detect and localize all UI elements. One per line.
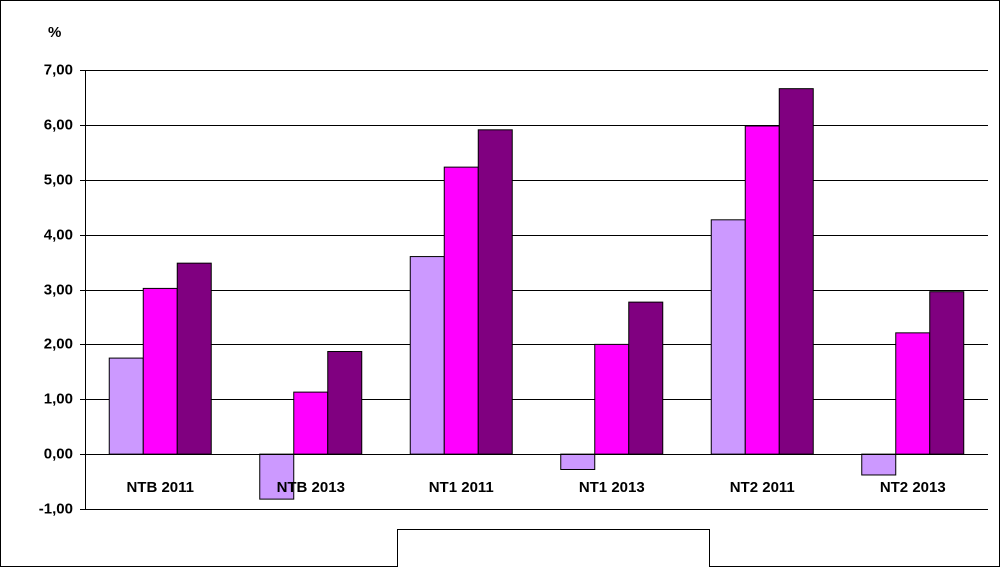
x-tick-label: NTB 2013: [277, 479, 345, 496]
bar: [895, 332, 931, 455]
bar: [628, 301, 664, 455]
x-tick-label: NT2 2013: [880, 479, 946, 496]
bar: [142, 287, 178, 455]
y-tick-label: 0,00: [44, 445, 73, 462]
bar: [108, 357, 144, 455]
bar: [861, 453, 897, 476]
legend-box: [397, 529, 710, 567]
bar: [293, 391, 329, 455]
x-tick-label: NT1 2011: [429, 479, 494, 496]
bar: [259, 453, 295, 500]
bar: [560, 453, 596, 470]
bar: [929, 291, 965, 455]
y-tick-label: 4,00: [44, 226, 73, 243]
bar: [778, 88, 814, 455]
bar: [477, 129, 513, 455]
y-tick-label: 1,00: [44, 390, 73, 407]
bar: [710, 219, 746, 455]
y-tick-label: 3,00: [44, 281, 73, 298]
x-tick-label: NT1 2013: [579, 479, 645, 496]
bar: [409, 256, 445, 455]
y-tick-label: 7,00: [44, 61, 73, 78]
bar: [327, 351, 363, 455]
y-axis-label: %: [48, 24, 61, 41]
y-tick-label: 2,00: [44, 335, 73, 352]
y-tick-label: 6,00: [44, 116, 73, 133]
x-tick-label: NTB 2011: [126, 479, 194, 496]
x-tick-label: NT2 2011: [730, 479, 795, 496]
bar: [176, 262, 212, 455]
bar: [443, 166, 479, 455]
y-tick-label: 5,00: [44, 171, 73, 188]
bar: [594, 343, 630, 455]
bar: [744, 125, 780, 455]
y-tick-label: -1,00: [39, 500, 73, 517]
